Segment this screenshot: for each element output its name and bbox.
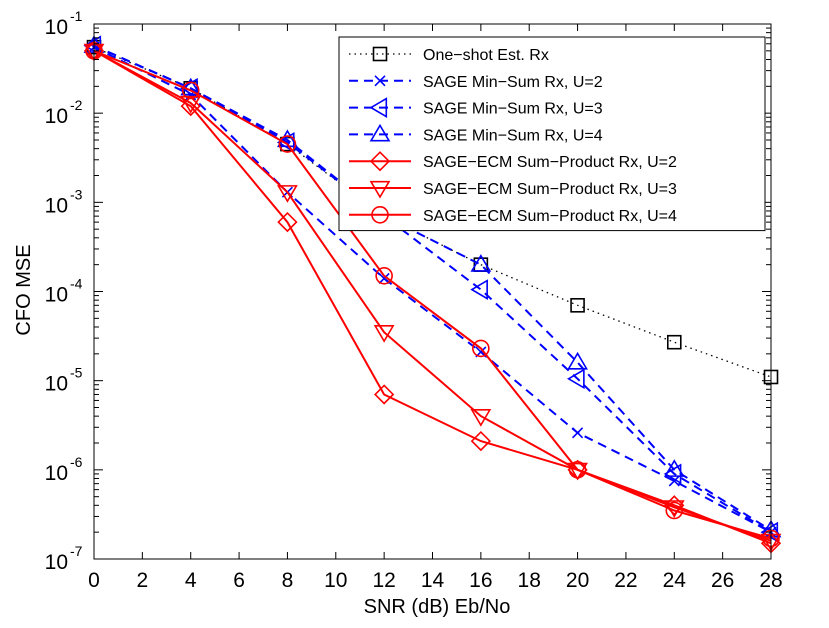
data-point (664, 495, 685, 516)
legend-item: SAGE Min−Sum Rx, U=3 (349, 97, 603, 118)
legend-label: SAGE Min−Sum Rx, U=4 (423, 127, 603, 144)
legend-item: SAGE−ECM Sum−Product Rx, U=4 (349, 206, 677, 225)
legend-marker (369, 97, 388, 118)
y-tick-label: 10 (45, 373, 68, 396)
y-tick-exponent: -5 (70, 365, 83, 381)
legend-item: SAGE−ECM Sum−Product Rx, U=3 (349, 180, 677, 199)
legend-marker (374, 75, 386, 87)
x-tick-label: 14 (421, 569, 445, 592)
data-point (663, 459, 685, 477)
legend-label: One−shot Est. Rx (423, 47, 549, 64)
y-tick-exponent: -3 (70, 186, 83, 202)
x-tick-label: 0 (88, 569, 100, 592)
y-tick-exponent: -1 (70, 8, 83, 24)
y-tick-exponent: -6 (70, 454, 83, 470)
series-line (93, 49, 772, 542)
legend-marker (369, 151, 391, 172)
x-tick-label: 22 (614, 569, 637, 592)
data-point (374, 384, 395, 405)
y-tick-exponent: -7 (70, 543, 83, 559)
data-point (570, 298, 585, 313)
data-point (470, 409, 492, 427)
x-axis-label: SNR (dB) Eb/No (364, 596, 511, 618)
data-point (470, 254, 492, 272)
x-tick-label: 16 (469, 569, 492, 592)
legend-label: SAGE−ECM Sum−Product Rx, U=4 (423, 208, 677, 225)
legend-marker (369, 123, 391, 142)
data-point (378, 272, 390, 285)
data-point (566, 368, 585, 390)
y-tick-label: 10 (45, 194, 68, 217)
data-point (277, 211, 298, 233)
legend-item: SAGE Min−Sum Rx, U=2 (349, 74, 603, 91)
data-point (375, 266, 393, 285)
legend-label: SAGE Min−Sum Rx, U=2 (423, 74, 603, 91)
y-axis-label: CFO MSE (13, 244, 35, 335)
data-point (665, 501, 684, 520)
series-line (93, 49, 772, 540)
data-point (568, 461, 587, 479)
y-tick-exponent: -4 (70, 276, 83, 292)
data-point (277, 129, 298, 148)
legend-label: SAGE Min−Sum Rx, U=3 (423, 101, 603, 118)
y-tick-label: 10 (45, 284, 68, 307)
data-point (180, 95, 202, 114)
x-tick-label: 26 (711, 569, 734, 592)
x-tick-label: 6 (233, 569, 245, 592)
x-tick-label: 18 (518, 569, 541, 592)
data-point (666, 334, 682, 350)
x-tick-label: 20 (566, 569, 589, 592)
x-tick-label: 2 (137, 569, 149, 592)
legend-label: SAGE−ECM Sum−Product Rx, U=3 (423, 181, 677, 198)
data-point (470, 430, 491, 452)
data-point (472, 339, 490, 358)
legend-item: SAGE Min−Sum Rx, U=4 (349, 123, 603, 144)
series-line (93, 49, 772, 545)
y-tick-label: 10 (45, 551, 68, 574)
x-tick-label: 24 (663, 569, 687, 592)
x-tick-label: 4 (185, 569, 197, 592)
x-tick-label: 28 (759, 569, 782, 592)
legend-marker (369, 180, 391, 199)
data-point (277, 185, 298, 203)
y-tick-exponent: -2 (70, 97, 83, 113)
legend: One−shot Est. Rx SAGE Min−Sum Rx, U=2 SAGE… (338, 36, 766, 232)
data-point (278, 135, 297, 153)
data-point (567, 351, 588, 370)
legend-marker (372, 46, 388, 62)
x-tick-label: 10 (324, 569, 347, 592)
y-tick-label: 10 (45, 105, 68, 128)
data-point (180, 77, 198, 99)
data-point (181, 81, 200, 100)
legend-item: One−shot Est. Rx (349, 46, 549, 64)
x-tick-label: 12 (372, 569, 395, 592)
data-point (180, 77, 202, 96)
y-tick-label: 10 (45, 462, 68, 485)
legend-item: SAGE−ECM Sum−Product Rx, U=2 (349, 151, 677, 172)
legend-marker (371, 206, 389, 224)
data-point (373, 325, 395, 343)
data-point (572, 427, 584, 439)
legend-label: SAGE−ECM Sum−Product Rx, U=2 (423, 154, 677, 171)
series-line (93, 44, 772, 532)
series-layer (83, 35, 782, 554)
data-point (470, 279, 488, 301)
y-tick-label: 10 (45, 16, 68, 39)
series-line (93, 46, 772, 534)
x-tick-label: 8 (282, 569, 294, 592)
